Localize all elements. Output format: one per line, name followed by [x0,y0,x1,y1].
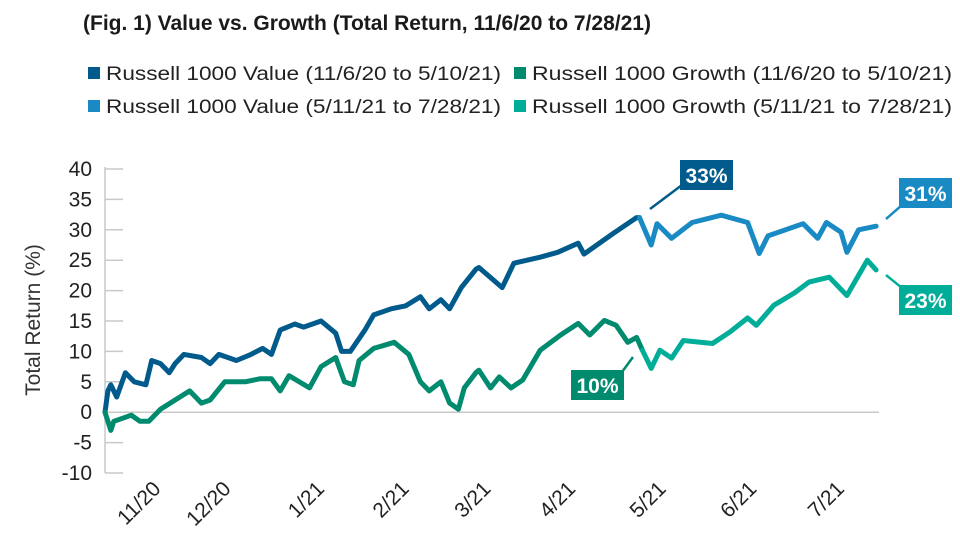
series-line-2 [637,212,879,256]
series-line-0 [102,215,642,415]
legend-label-growth-2: Russell 1000 Growth (5/11/21 to 7/28/21) [532,97,952,118]
y-tick-label: 0 [80,401,92,424]
annotation-label: 33% [685,165,727,188]
legend: Russell 1000 Value (11/6/20 to 5/10/21) … [88,64,952,118]
annotation-box [899,178,952,208]
legend-label-growth-1: Russell 1000 Growth (11/6/20 to 5/10/21) [532,64,952,85]
y-tick-label: 25 [69,249,92,272]
legend-swatch-value-2 [88,100,100,112]
x-tick-label: 1/21 [284,477,329,522]
annotation-box [680,160,733,190]
y-tick-label: 40 [69,158,92,181]
annotation-box [571,370,624,400]
annotation-label: 31% [904,183,946,206]
y-tick-label: -5 [73,432,92,455]
annotations: 33% 10% 31% 23% [571,160,952,400]
x-tick-label: 3/21 [450,477,495,522]
series-line-1 [102,317,645,433]
legend-label-value-1: Russell 1000 Value (11/6/20 to 5/10/21) [106,64,501,85]
y-tick-label: 30 [69,219,92,242]
x-tick-label: 12/20 [182,477,235,530]
y-tick-label: 5 [80,371,92,394]
x-tick-label: 2/21 [369,477,414,522]
y-tick-label: -10 [62,462,92,485]
x-tick-label: 7/21 [804,477,849,522]
x-tick-label: 4/21 [535,477,580,522]
x-tick-label: 5/21 [626,477,671,522]
legend-swatch-growth-1 [514,67,526,79]
series-line-3 [639,257,879,371]
annotation-box [899,285,952,315]
legend-swatch-value-1 [88,67,100,79]
y-tick-label: 20 [69,280,92,303]
series-lines [102,212,879,433]
y-tick-label: 35 [69,188,92,211]
annotation-label: 23% [904,290,946,313]
axes: 40 35 30 25 20 15 10 5 0 -5 -10 11/20 12/20 1/21 2/21 3… [62,158,879,531]
annotation-leader-line [649,184,683,210]
x-tick-label: 6/21 [716,477,761,522]
chart-title: (Fig. 1) Value vs. Growth (Total Return,… [83,12,651,35]
annotation-label: 10% [576,375,618,398]
x-tick-label: 11/20 [113,477,165,529]
y-tick-label: 10 [69,340,92,363]
legend-label-value-2: Russell 1000 Value (5/11/21 to 7/28/21) [106,97,501,118]
legend-swatch-growth-2 [514,100,526,112]
annotation-leader-line [620,356,635,373]
y-tick-label: 15 [69,310,92,333]
y-axis-label: Total Return (%) [22,244,45,396]
